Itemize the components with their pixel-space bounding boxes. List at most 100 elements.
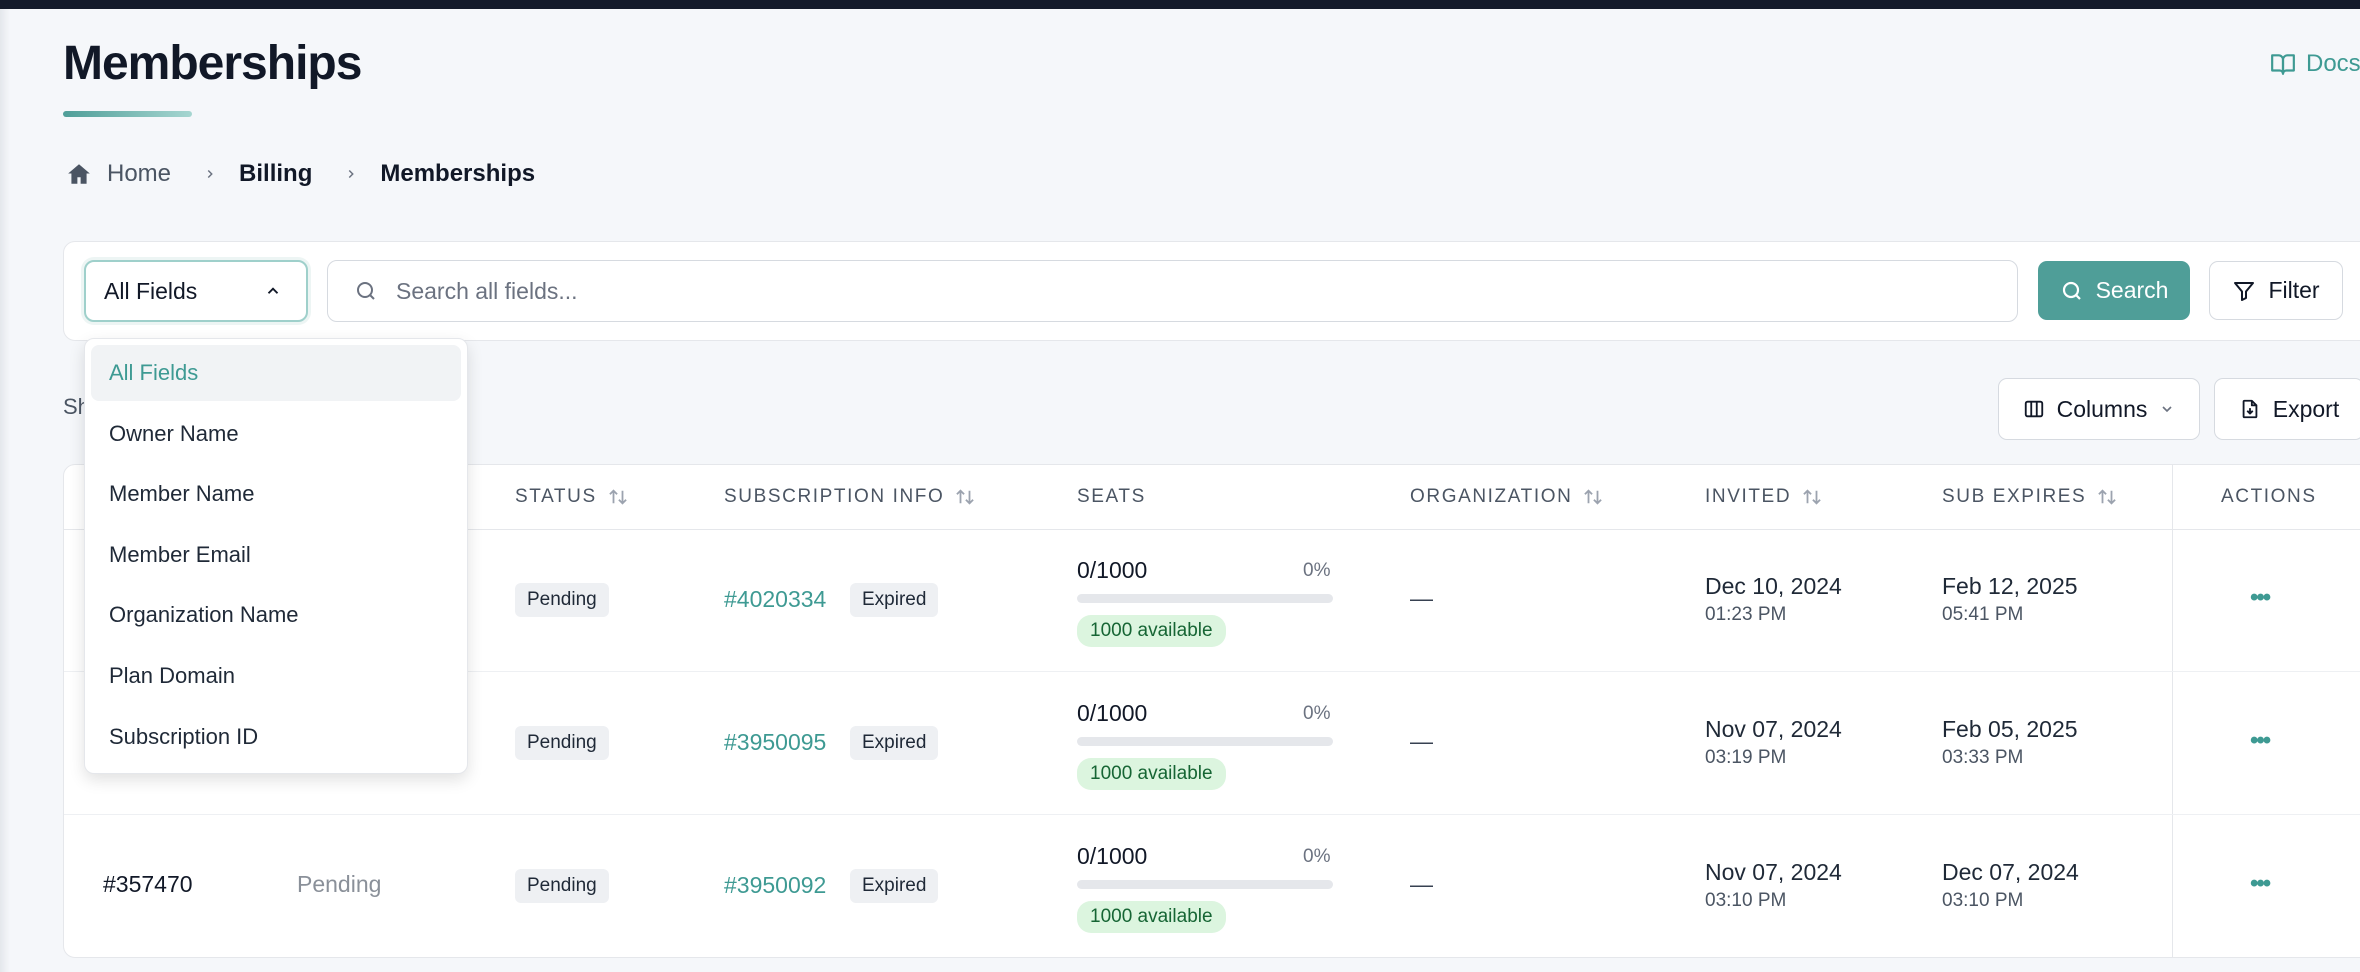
subscription-status-badge: Expired <box>850 726 939 760</box>
dropdown-option-organization-name[interactable]: Organization Name <box>109 602 299 628</box>
column-header-label: SUB EXPIRES <box>1942 486 2087 507</box>
seats-used: 0/1000 <box>1077 843 1148 869</box>
invited-time: 03:10 PM <box>1705 890 1787 911</box>
more-horizontal-icon[interactable]: ••• <box>2250 584 2271 611</box>
docs-link[interactable]: Docs <box>2270 50 2360 78</box>
columns-button-label: Columns <box>2056 395 2148 422</box>
column-header-label: INVITED <box>1705 486 1792 507</box>
table-header: STATUS SUBSCRIPTION INFO SEATS ORGANIZAT… <box>64 465 2360 530</box>
column-header-invited[interactable]: INVITED <box>1705 486 1823 508</box>
table-row[interactable]: #357470 Pending Pending #3950092 Expired… <box>64 816 2360 957</box>
sort-icon <box>1803 489 1821 505</box>
search-icon <box>357 282 375 300</box>
page-title: Memberships <box>63 37 362 90</box>
filter-button[interactable]: Filter <box>2209 261 2343 320</box>
table-row[interactable]: Pending #3950095 Expired 0/1000 0% 1000 … <box>64 673 2360 815</box>
status-badge: Pending <box>515 583 609 617</box>
top-bar <box>0 0 2360 9</box>
breadcrumb-current: Memberships <box>380 160 536 187</box>
sidebar-edge <box>0 9 10 972</box>
seats-used: 0/1000 <box>1077 557 1148 583</box>
seats-available-badge: 1000 available <box>1077 758 1226 790</box>
more-horizontal-icon[interactable]: ••• <box>2250 870 2271 897</box>
expires-time: 03:33 PM <box>1942 747 2024 768</box>
column-header-label: SUBSCRIPTION INFO <box>724 486 945 507</box>
filter-icon <box>2234 281 2255 301</box>
invited-date: Nov 07, 2024 <box>1705 716 1842 742</box>
invited-time: 03:19 PM <box>1705 747 1787 768</box>
chevron-right-icon <box>203 167 217 181</box>
seats-progress-bar <box>1077 594 1333 603</box>
invited-date: Dec 10, 2024 <box>1705 573 1842 599</box>
table-row[interactable]: Pending #4020334 Expired 0/1000 0% 1000 … <box>64 530 2360 672</box>
breadcrumb-home[interactable]: Home <box>65 160 171 188</box>
sort-icon <box>1584 489 1603 505</box>
docs-label: Docs <box>2306 50 2360 77</box>
search-button[interactable]: Search <box>2038 261 2190 320</box>
export-button-label: Export <box>2272 395 2340 422</box>
memberships-table: STATUS SUBSCRIPTION INFO SEATS ORGANIZAT… <box>63 464 2360 958</box>
column-header-organization[interactable]: ORGANIZATION <box>1410 486 1604 508</box>
search-box <box>327 260 2018 322</box>
title-underline <box>63 111 192 117</box>
column-header-label: ACTIONS <box>2221 486 2317 507</box>
column-header-subscription-info[interactable]: SUBSCRIPTION INFO <box>724 486 976 508</box>
search-button-label: Search <box>2095 277 2169 303</box>
export-button[interactable]: Export <box>2214 378 2360 440</box>
seats-available-badge: 1000 available <box>1077 901 1226 933</box>
column-header-sub-expires[interactable]: SUB EXPIRES <box>1942 486 2118 508</box>
subscription-link[interactable]: #3950092 <box>724 872 827 898</box>
dropdown-option-member-name[interactable]: Member Name <box>109 481 255 507</box>
organization-value: — <box>1410 728 1433 754</box>
column-header-label: ORGANIZATION <box>1410 486 1573 507</box>
seats-progress-bar <box>1077 737 1333 746</box>
subscription-link[interactable]: #4020334 <box>724 586 827 612</box>
row-id[interactable]: #357470 <box>103 871 193 897</box>
row-type: Pending <box>297 871 382 897</box>
field-select-dropdown: All Fields Owner Name Member Name Member… <box>84 338 468 774</box>
column-header-seats: SEATS <box>1077 486 1146 508</box>
expires-time: 05:41 PM <box>1942 604 2024 625</box>
more-horizontal-icon[interactable]: ••• <box>2250 727 2271 754</box>
subscription-link[interactable]: #3950095 <box>724 729 827 755</box>
search-icon <box>2062 281 2081 300</box>
status-badge: Pending <box>515 869 609 903</box>
filter-button-label: Filter <box>2268 277 2320 303</box>
breadcrumb-billing[interactable]: Billing <box>239 160 313 187</box>
dropdown-option-subscription-id[interactable]: Subscription ID <box>109 723 259 749</box>
breadcrumb-home-label: Home <box>107 160 172 187</box>
columns-button[interactable]: Columns <box>1998 378 2200 440</box>
breadcrumb: Home Billing Memberships <box>65 158 535 190</box>
sort-icon <box>956 489 975 505</box>
seats-percent: 0% <box>1303 560 1331 581</box>
sort-icon <box>608 489 627 505</box>
column-header-label: STATUS <box>515 486 597 507</box>
column-header-label: SEATS <box>1077 486 1146 507</box>
dropdown-option-all-fields[interactable]: All Fields <box>91 345 461 401</box>
book-open-icon <box>2271 54 2295 75</box>
seats-progress-bar <box>1077 880 1333 889</box>
seats-percent: 0% <box>1303 703 1331 724</box>
subscription-status-badge: Expired <box>850 583 939 617</box>
sort-icon <box>2098 489 2117 505</box>
invited-time: 01:23 PM <box>1705 604 1787 625</box>
expires-date: Feb 05, 2025 <box>1942 716 2078 742</box>
search-input[interactable] <box>396 277 1896 305</box>
subscription-status-badge: Expired <box>850 869 939 903</box>
column-header-status[interactable]: STATUS <box>515 486 629 508</box>
dropdown-option-plan-domain[interactable]: Plan Domain <box>109 662 235 688</box>
status-badge: Pending <box>515 726 609 760</box>
field-select[interactable]: All Fields <box>84 260 308 322</box>
organization-value: — <box>1410 585 1433 611</box>
file-export-icon <box>2242 399 2258 419</box>
seats-available-badge: 1000 available <box>1077 615 1226 647</box>
chevron-down-icon <box>2162 406 2172 413</box>
dropdown-option-member-email[interactable]: Member Email <box>109 541 251 567</box>
field-select-value: All Fields <box>104 277 198 304</box>
chevron-right-icon <box>344 167 358 181</box>
column-header-actions: ACTIONS <box>2221 486 2317 508</box>
dropdown-option-owner-name[interactable]: Owner Name <box>109 420 239 446</box>
actions-column-divider <box>2172 465 2173 957</box>
expires-date: Feb 12, 2025 <box>1942 573 2078 599</box>
seats-used: 0/1000 <box>1077 700 1148 726</box>
